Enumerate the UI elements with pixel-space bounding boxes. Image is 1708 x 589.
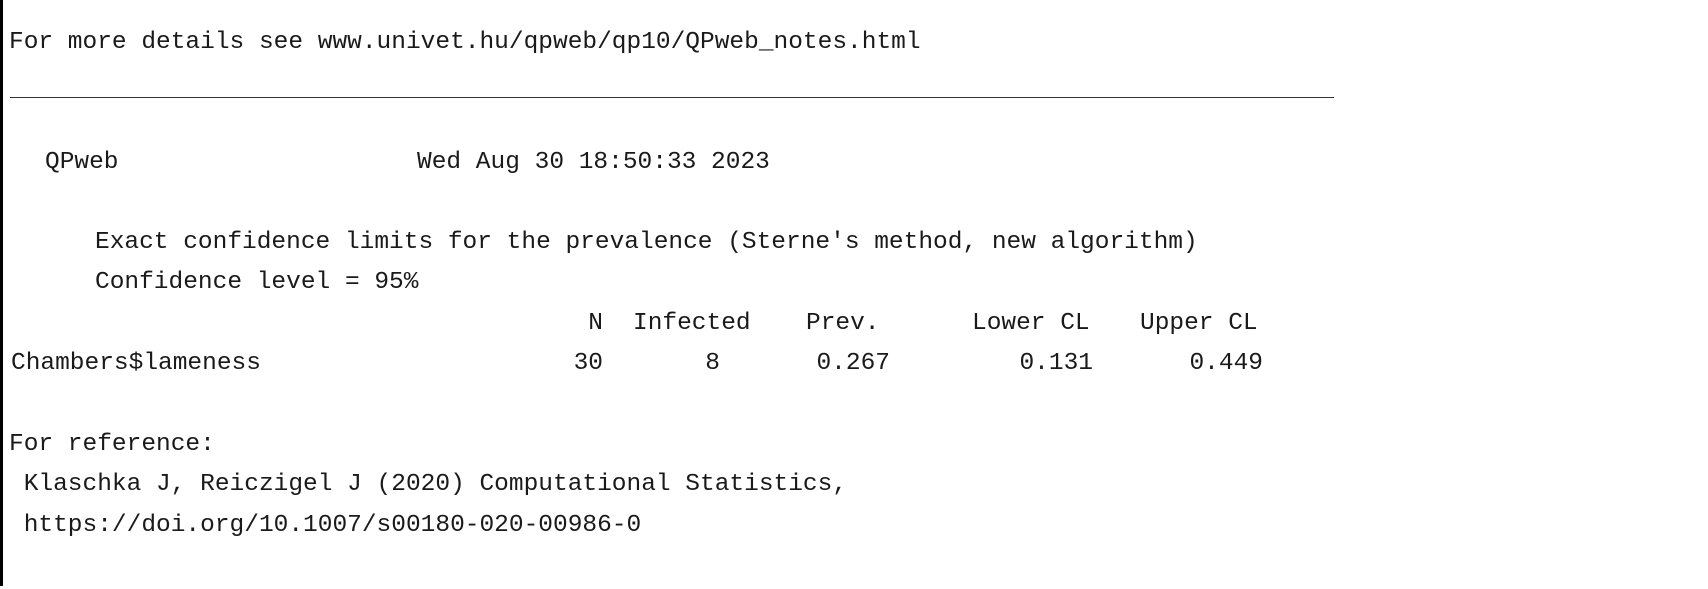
app-name: QPweb [45,149,119,176]
timestamp: Wed Aug 30 18:50:33 2023 [417,149,770,176]
table-header-row: N Infected Prev. Lower CL Upper CL [3,309,1303,339]
details-line: For more details see www.univet.hu/qpweb… [9,29,921,56]
row-infected: 8 [705,350,720,377]
header-upper-cl: Upper CL [1140,310,1258,337]
method-line: Exact confidence limits for the prevalen… [95,229,1198,256]
header-lower-cl: Lower CL [972,310,1090,337]
row-prev: 0.267 [816,350,890,377]
header-prev: Prev. [806,310,880,337]
confidence-line: Confidence level = 95% [95,269,419,296]
table-row: Chambers$lameness 30 8 0.267 0.131 0.449 [3,349,1303,379]
row-lower-cl: 0.131 [1019,350,1093,377]
reference-doi: https://doi.org/10.1007/s00180-020-00986… [9,512,642,539]
header-infected: Infected [633,310,751,337]
row-label: Chambers$lameness [11,350,261,377]
separator-line [10,97,1334,98]
reference-heading: For reference: [9,431,215,458]
header-n: N [588,310,603,337]
row-upper-cl: 0.449 [1189,350,1263,377]
reference-citation: Klaschka J, Reiczigel J (2020) Computati… [9,471,848,498]
row-n: 30 [573,350,603,377]
